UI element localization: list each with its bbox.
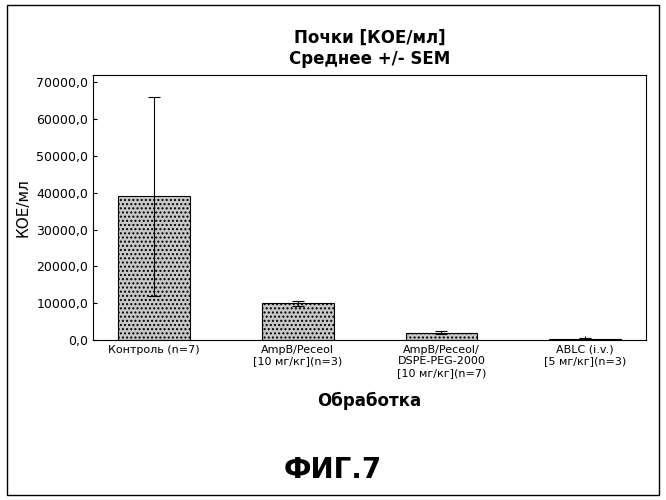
X-axis label: Обработка: Обработка (318, 392, 422, 410)
Title: Почки [КОЕ/мл]
Среднее +/- SEM: Почки [КОЕ/мл] Среднее +/- SEM (289, 29, 450, 68)
Bar (549, 338, 621, 340)
Y-axis label: КОЕ/мл: КОЕ/мл (16, 178, 31, 237)
Bar (406, 332, 478, 340)
Bar (119, 196, 190, 340)
Bar (262, 303, 334, 340)
Text: ФИГ.7: ФИГ.7 (284, 456, 382, 484)
